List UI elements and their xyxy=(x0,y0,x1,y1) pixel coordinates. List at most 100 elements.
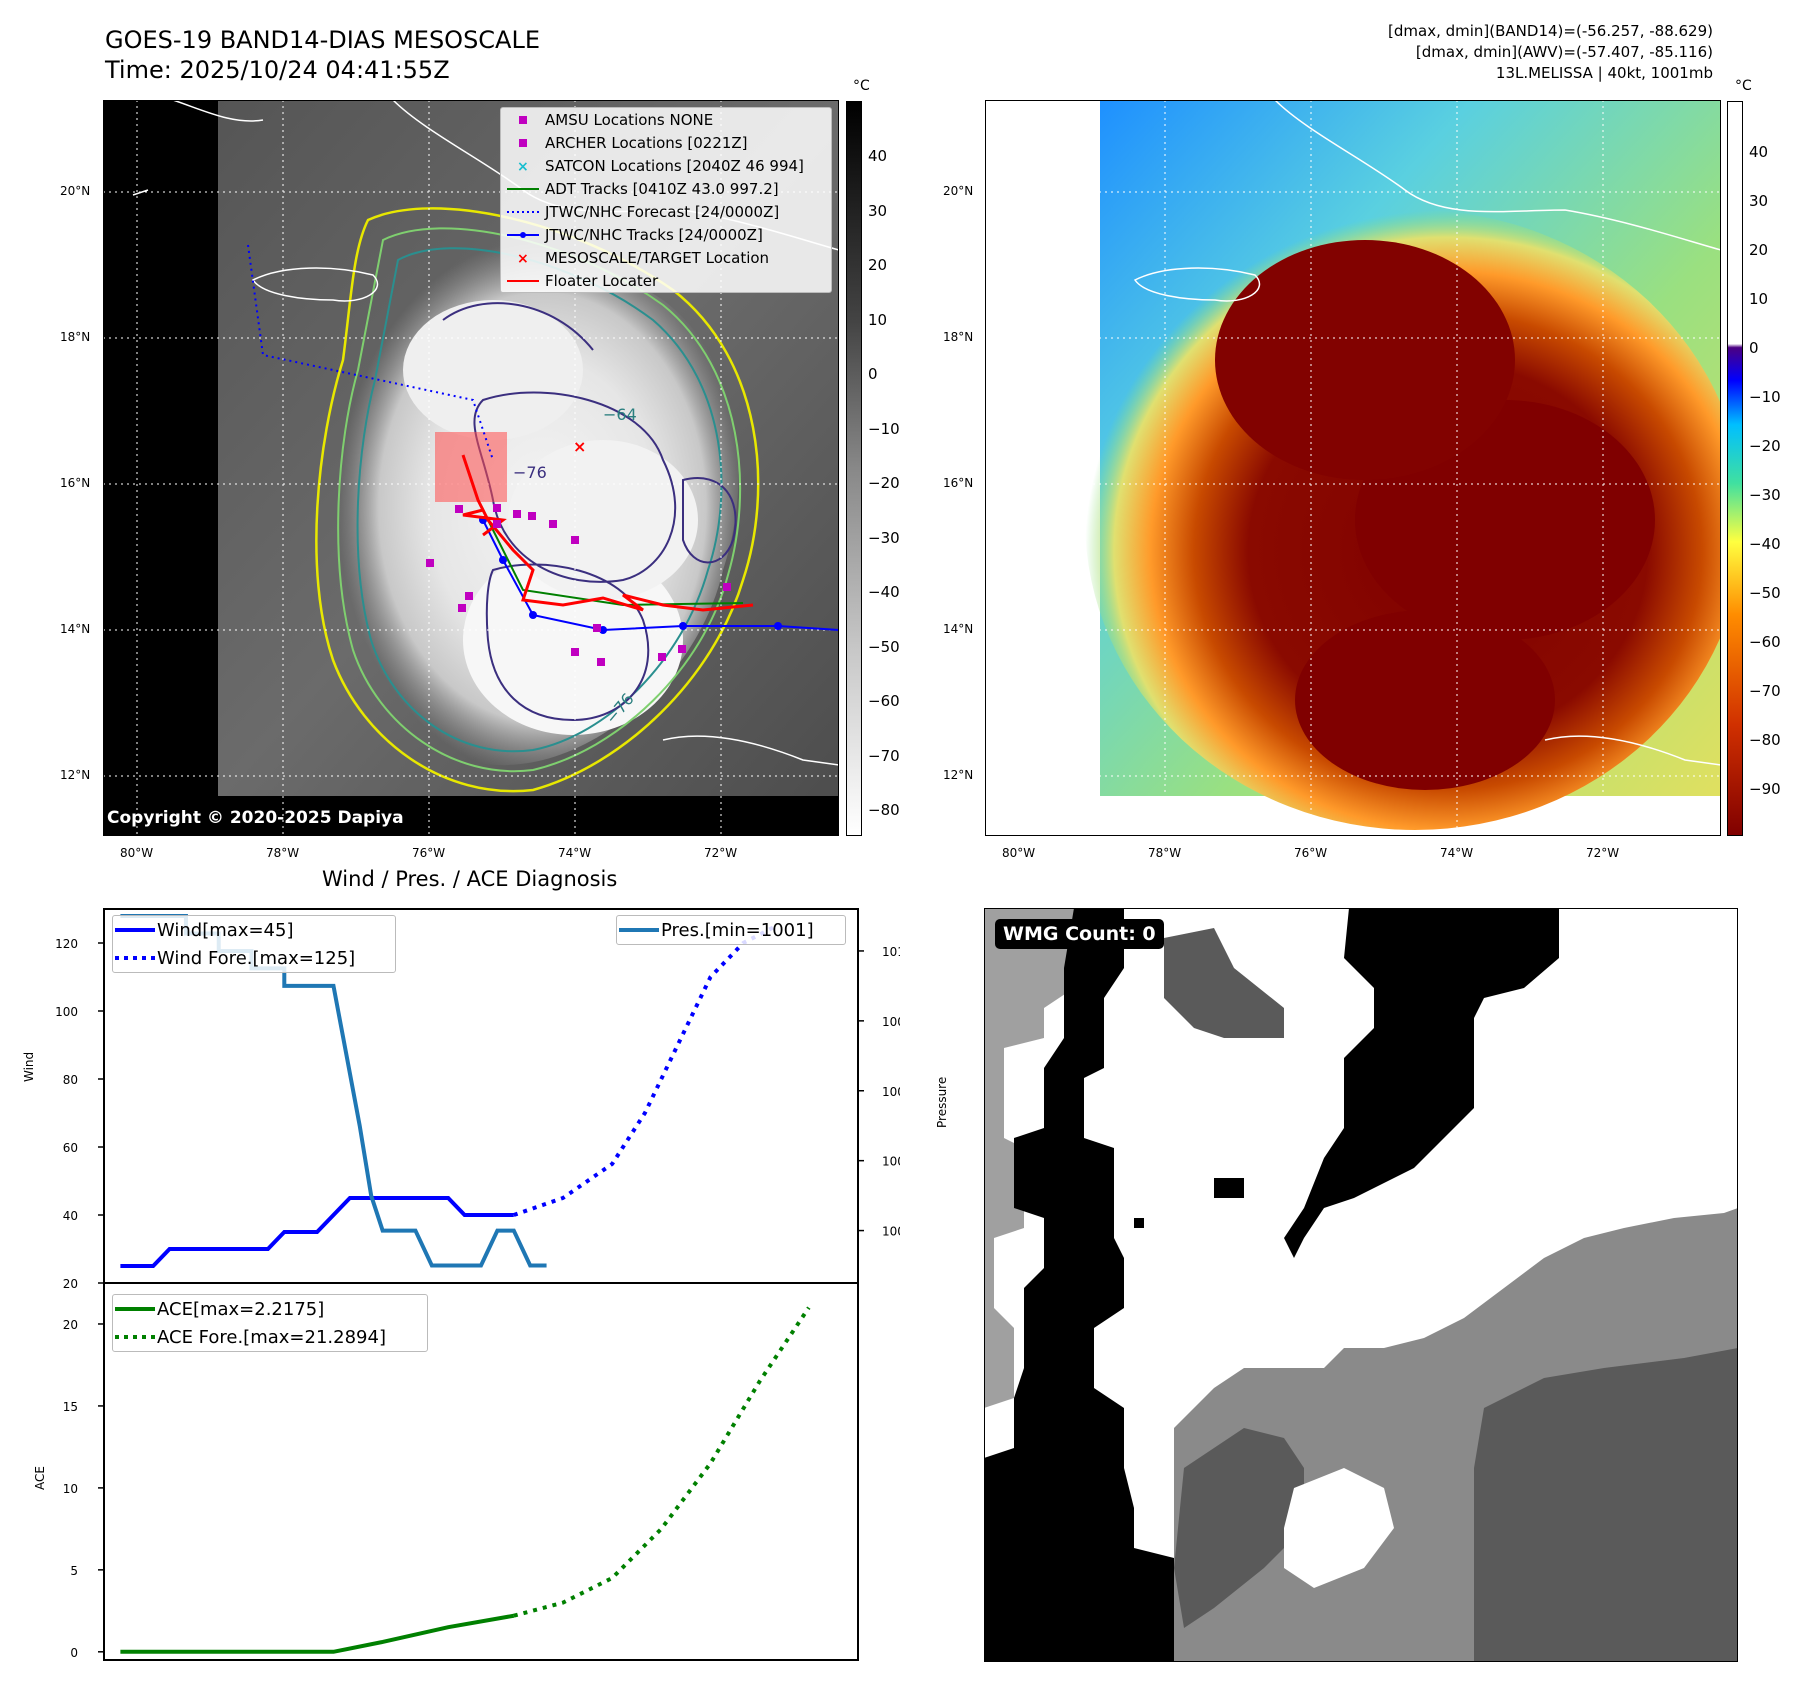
floater-box xyxy=(435,432,507,502)
ace-forecast-legend-item: ACE Fore.[max=21.2894] xyxy=(115,1326,386,1348)
map-legend-item: JTWC/NHC Forecast [24/0000Z] xyxy=(501,200,831,223)
pressure-legend-item: Pres.[min=1001] xyxy=(619,919,814,941)
legend-label: MESOSCALE/TARGET Location xyxy=(545,248,770,267)
r-lon-label-74: 74°W xyxy=(1440,846,1474,860)
legend-label: Floater Locater xyxy=(545,271,659,290)
r-lon-label-78: 78°W xyxy=(1148,846,1182,860)
awv-map-panel xyxy=(985,100,1721,836)
adt-track xyxy=(482,509,744,607)
awv-coast-hispaniola xyxy=(1274,100,1721,251)
lat-label-14: 14°N xyxy=(60,622,91,636)
colorbar-tick-label: 20 xyxy=(1749,241,1769,259)
colorbar-tick-label: −10 xyxy=(868,419,900,438)
legend-label: JTWC/NHC Forecast [24/0000Z] xyxy=(545,202,780,221)
pressure-tick-label: 1006 xyxy=(882,1085,900,1099)
r-lat-label-16: 16°N xyxy=(943,476,974,490)
colorbar-tick-label: −50 xyxy=(868,637,900,656)
legend-symbol-icon xyxy=(501,278,545,284)
map-legend-item: JTWC/NHC Tracks [24/0000Z] xyxy=(501,223,831,246)
lon-label-80: 80°W xyxy=(120,846,154,860)
wind-tick-label: 100 xyxy=(55,1005,78,1019)
wind-tick-label: 120 xyxy=(55,937,78,951)
wind-forecast-line xyxy=(513,924,777,1217)
wmg-dark-patch-south xyxy=(1174,1428,1304,1628)
cold-core-north xyxy=(403,300,583,440)
legend-symbol-icon xyxy=(501,209,545,215)
wind-legend-item: Wind[max=45] xyxy=(115,919,294,941)
legend-symbol-icon xyxy=(501,186,545,192)
svg-text:×: × xyxy=(517,252,529,264)
colorbar-left-unit: °C xyxy=(853,78,870,94)
colorbar-tick-label: −60 xyxy=(1749,633,1781,651)
ace-series-line xyxy=(120,1613,515,1654)
wind-legend: Wind[max=45] Wind Fore.[max=125] xyxy=(112,915,396,973)
wind-panel-title: Wind / Pres. / ACE Diagnosis xyxy=(322,867,618,891)
coast-south-america xyxy=(662,735,839,766)
r-lon-label-72: 72°W xyxy=(1586,846,1620,860)
r-lon-label-80: 80°W xyxy=(1002,846,1036,860)
pressure-tick-label: 1004 xyxy=(882,1155,900,1169)
lat-label-20: 20°N xyxy=(60,184,91,198)
colorbar-tick-label: −90 xyxy=(1749,780,1781,798)
colorbar-tick-label: −70 xyxy=(868,746,900,765)
legend-symbol-icon: × xyxy=(501,252,545,264)
pressure-legend: Pres.[min=1001] xyxy=(616,915,846,945)
wmg-black-north xyxy=(1284,908,1559,1258)
wind-tick-label: 40 xyxy=(63,1209,78,1223)
ace-tick-label: 0 xyxy=(70,1646,78,1660)
legend-label: ARCHER Locations [0221Z] xyxy=(545,133,748,152)
map-legend-item: AMSU Locations NONE xyxy=(501,108,831,131)
legend-label: ADT Tracks [0410Z 43.0 997.2] xyxy=(545,179,779,198)
legend-symbol-icon: × xyxy=(501,160,545,172)
cold-core-center xyxy=(508,440,698,600)
ace-tick-label: 15 xyxy=(63,1400,78,1414)
colorbar-tick-label: −60 xyxy=(868,692,900,710)
map-legend-item: × SATCON Locations [2040Z 46 994] xyxy=(501,154,831,177)
colorbar-tick-label: −80 xyxy=(1749,731,1781,749)
pressure-tick-label: 1008 xyxy=(882,1015,900,1029)
colorbar-tick-label: −10 xyxy=(1749,388,1781,406)
ace-tick-label: 5 xyxy=(70,1564,78,1578)
svg-text:×: × xyxy=(517,160,529,172)
wmg-panel xyxy=(984,908,1738,1662)
colorbar-tick-label: −40 xyxy=(1749,535,1781,553)
title-product: GOES-19 BAND14-DIAS MESOSCALE xyxy=(105,26,541,54)
lon-label-74: 74°W xyxy=(558,846,592,860)
legend-label: JTWC/NHC Tracks [24/0000Z] xyxy=(545,225,763,244)
colorbar-tick-label: 30 xyxy=(1749,192,1769,210)
wind-series-line xyxy=(120,1196,514,1268)
colorbar-tick-label: −20 xyxy=(1749,437,1781,455)
awv-gridlines xyxy=(985,100,1721,836)
title-time: Time: 2025/10/24 04:41:55Z xyxy=(105,56,450,84)
contour-label-1: −64 xyxy=(603,405,637,424)
awv-coast-south-america xyxy=(1544,735,1721,766)
colorbar-tick-label: 40 xyxy=(1749,143,1769,161)
pressure-tick-label: 1002 xyxy=(882,1225,900,1239)
legend-label: SATCON Locations [2040Z 46 994] xyxy=(545,156,804,175)
copyright-text: Copyright © 2020-2025 Dapiya xyxy=(107,808,404,828)
colorbar-right xyxy=(1727,101,1743,836)
wmg-black-spots xyxy=(1134,1178,1244,1228)
info-storm: 13L.MELISSA | 40kt, 1001mb xyxy=(1495,64,1713,82)
colorbar-right-unit: °C xyxy=(1735,78,1752,94)
colorbar-tick-label: −30 xyxy=(1749,486,1781,504)
colorbar-tick-label: 0 xyxy=(868,365,878,383)
colorbar-tick-label: −50 xyxy=(1749,584,1781,602)
wmg-count-label: WMG Count: 0 xyxy=(995,919,1164,949)
colorbar-tick-label: −20 xyxy=(868,474,900,492)
colorbar-tick-label: 30 xyxy=(868,201,888,220)
wind-tick-label: 80 xyxy=(63,1073,78,1087)
wmg-gray-west xyxy=(984,908,1074,1408)
map-legend-item: ADT Tracks [0410Z 43.0 997.2] xyxy=(501,177,831,200)
r-lat-label-18: 18°N xyxy=(943,330,974,344)
contour-indigo xyxy=(442,302,737,722)
info-awv-range: [dmax, dmin](AWV)=(-57.407, -85.116) xyxy=(1415,43,1713,61)
legend-label: AMSU Locations NONE xyxy=(545,110,714,129)
awv-coast-jamaica xyxy=(1133,267,1261,302)
wmg-dark-patch-east xyxy=(1474,1348,1738,1662)
lat-label-12: 12°N xyxy=(60,768,91,782)
r-lat-label-14: 14°N xyxy=(943,622,974,636)
mesoscale-target-marker: × xyxy=(573,437,586,456)
lat-label-18: 18°N xyxy=(60,330,91,344)
